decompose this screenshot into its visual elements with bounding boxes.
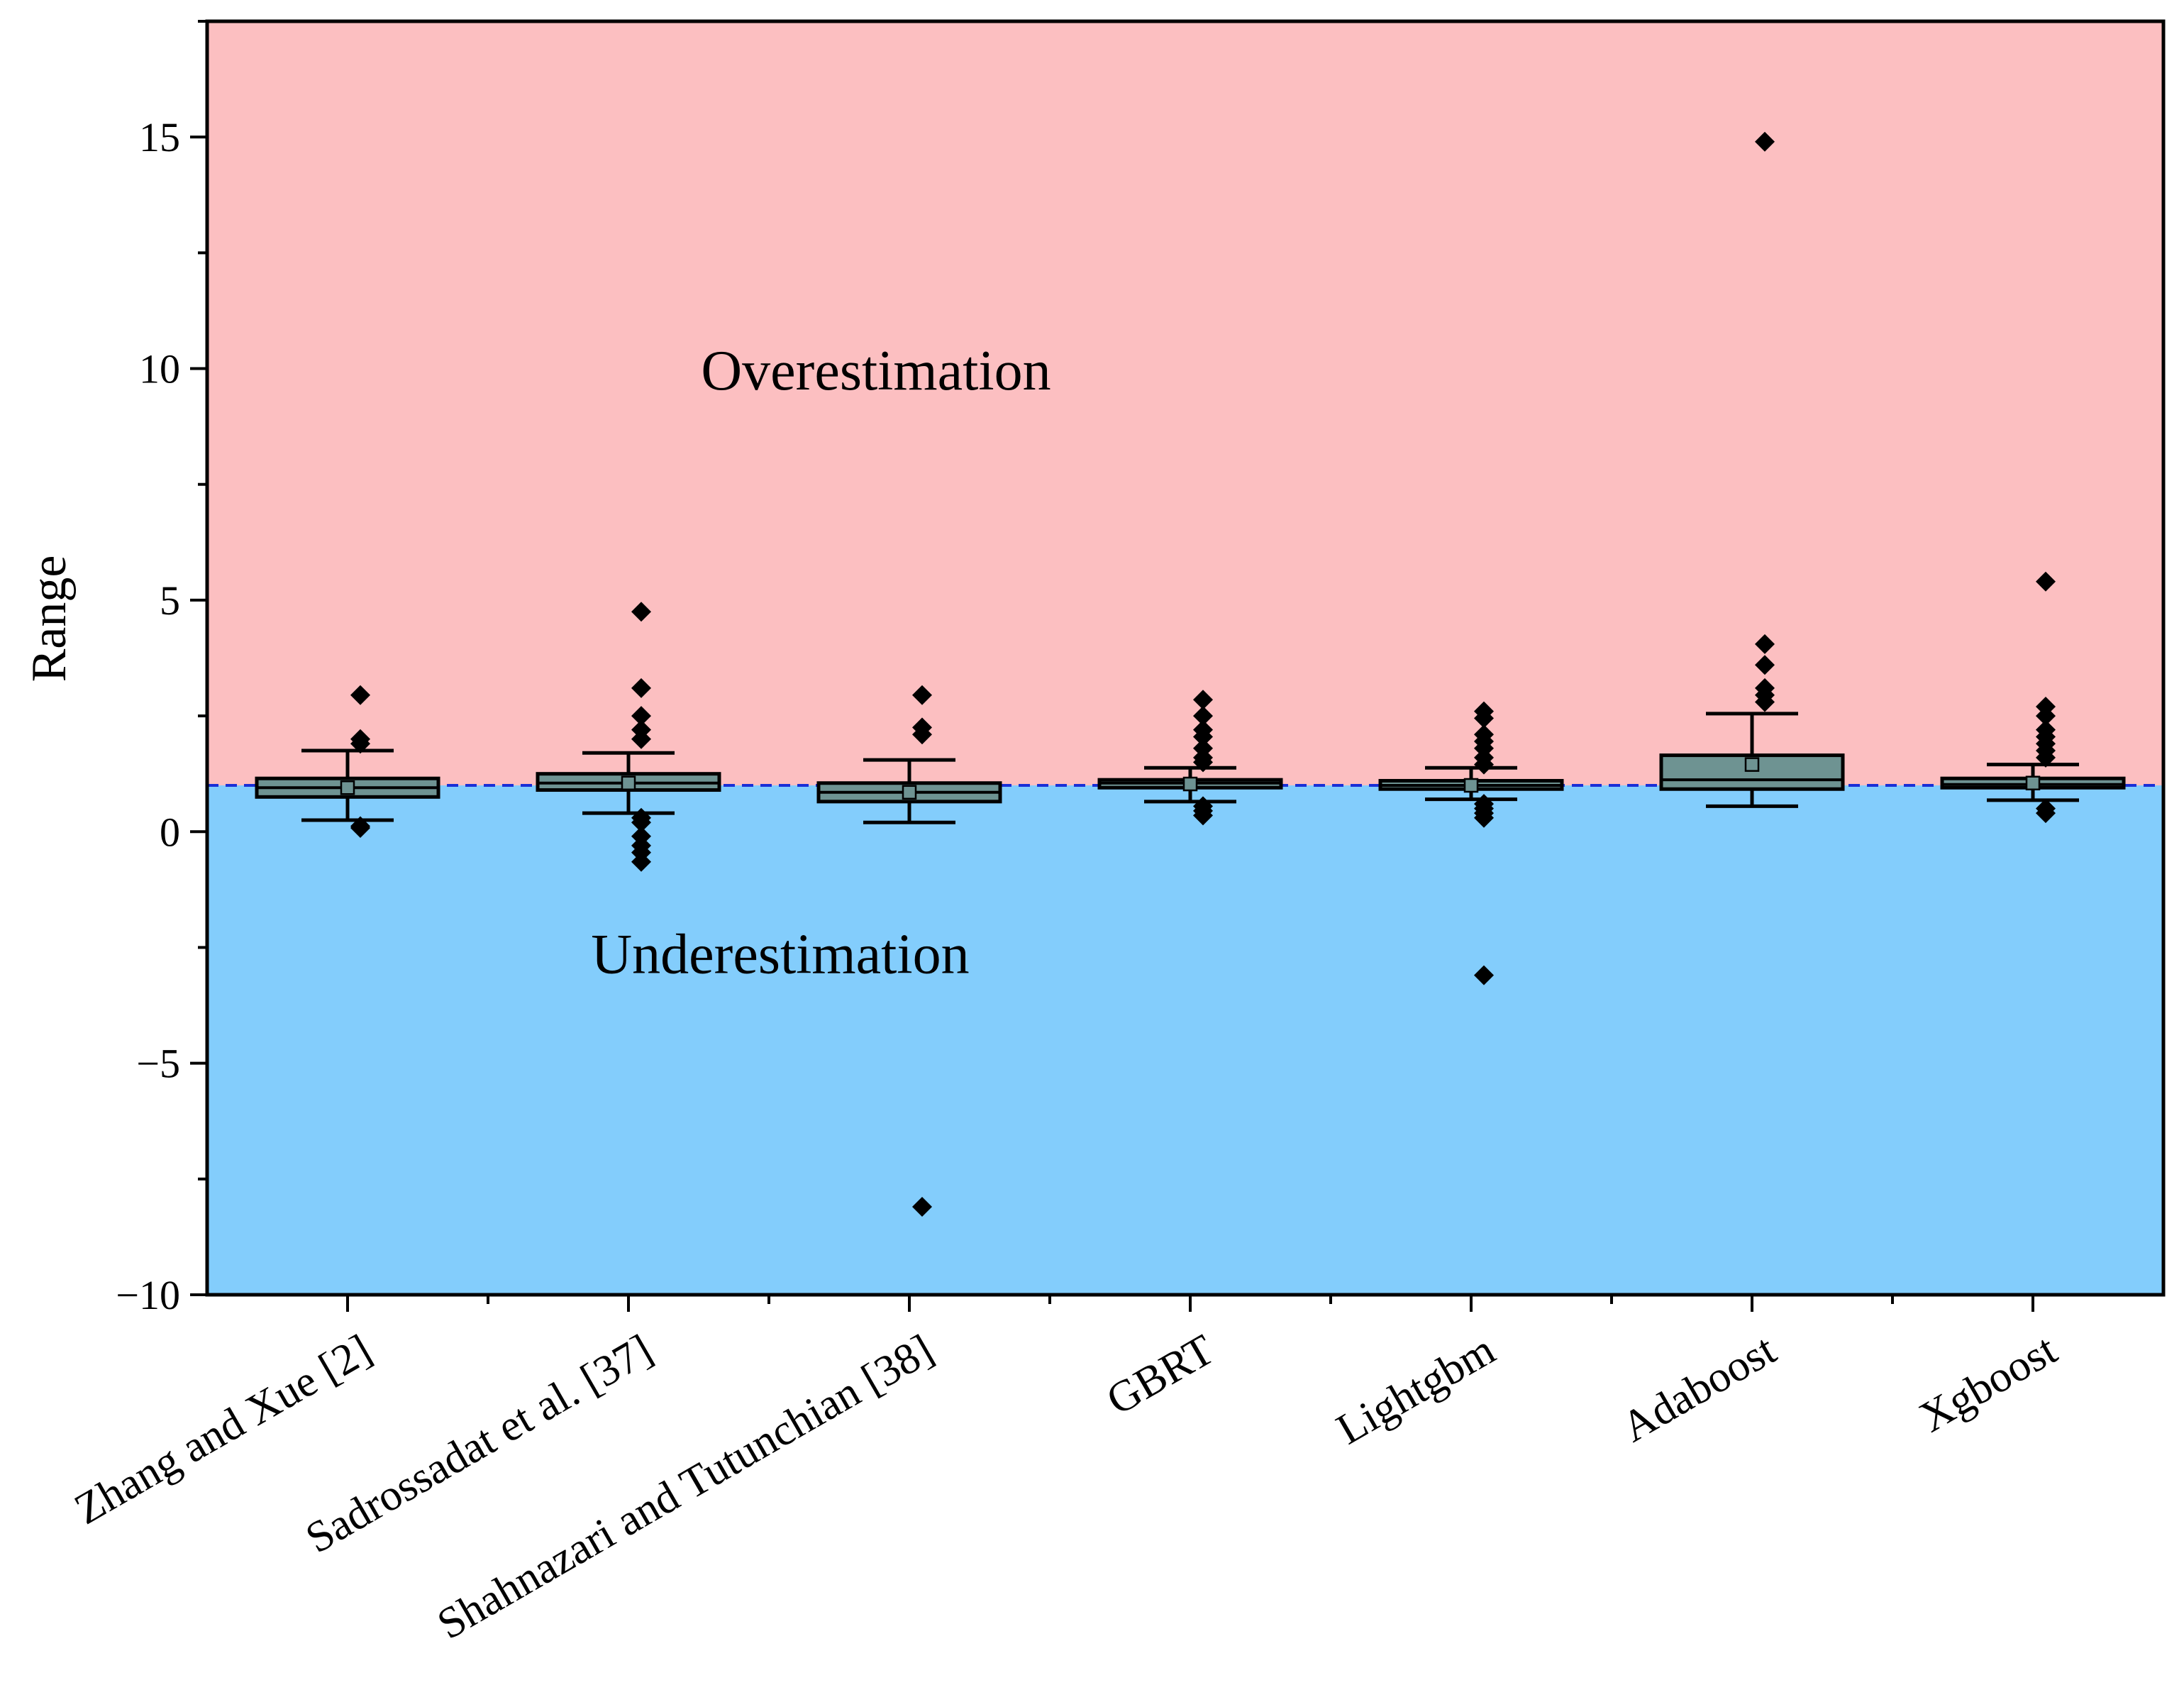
outlier-point xyxy=(1193,805,1213,826)
mean-marker xyxy=(2025,775,2041,790)
outlier-point xyxy=(1474,708,1494,729)
plot-frame xyxy=(205,19,2166,1297)
y-tick-label: −10 xyxy=(116,1272,180,1318)
x-category-label: Adaboost xyxy=(1614,1325,1784,1452)
outlier-point xyxy=(631,851,651,872)
x-category-label: Lightgbm xyxy=(1329,1325,1503,1454)
x-category-label: Shahnazari and Tutunchian [38] xyxy=(430,1325,941,1649)
outlier-point xyxy=(1474,807,1494,828)
outlier-point xyxy=(2036,803,2056,824)
outlier-point xyxy=(1193,690,1213,710)
outlier-point xyxy=(1755,655,1775,675)
box-group-1 xyxy=(255,685,440,839)
axes-layer xyxy=(205,19,2166,1297)
y-tick-label: 0 xyxy=(160,809,180,855)
box-group-4 xyxy=(1097,690,1283,826)
mean-marker xyxy=(1463,778,1479,793)
outlier-point xyxy=(1755,634,1775,654)
outlier-point xyxy=(912,1196,932,1217)
outlier-point xyxy=(631,602,651,622)
y-tick-label: 5 xyxy=(160,578,180,624)
box-group-3 xyxy=(816,685,1002,1217)
x-category-label: Xgboost xyxy=(1912,1325,2065,1442)
outlier-point xyxy=(631,678,651,698)
outlier-point xyxy=(912,685,932,705)
mean-marker xyxy=(340,780,355,795)
outlier-point xyxy=(1474,754,1494,775)
mean-marker xyxy=(621,775,636,790)
mean-marker xyxy=(1182,776,1198,792)
box-group-2 xyxy=(536,602,721,872)
region-labels: Overestimation Underestimation xyxy=(591,340,1051,985)
mean-marker xyxy=(1744,757,1760,772)
box-group-5 xyxy=(1378,701,1564,985)
overestimation-label: Overestimation xyxy=(701,340,1051,402)
box-group-7 xyxy=(1940,571,2126,824)
outlier-point xyxy=(1193,752,1213,773)
outlier-point xyxy=(2036,571,2056,592)
outlier-point xyxy=(350,734,370,754)
mean-marker xyxy=(902,785,917,800)
outlier-point xyxy=(350,818,370,839)
outlier-point xyxy=(1193,726,1213,747)
underestimation-label: Underestimation xyxy=(591,923,969,985)
x-category-label: GBRT xyxy=(1099,1325,1222,1425)
y-tick-label: −5 xyxy=(136,1041,180,1087)
box-group-6 xyxy=(1659,131,1845,808)
outlier-point xyxy=(2036,747,2056,768)
region-under xyxy=(207,785,2163,1295)
outlier-point xyxy=(1193,706,1213,726)
x-ticks-layer: Zhang and Xue [2]Sadrossadat et al. [37]… xyxy=(67,1295,2065,1649)
outlier-point xyxy=(2036,706,2056,726)
y-tick-label: 15 xyxy=(139,114,180,160)
boxes-layer xyxy=(255,131,2126,1217)
y-ticks-layer: −10 −5 0 5 10 15 xyxy=(116,20,207,1318)
regions-layer xyxy=(207,21,2163,1295)
region-over xyxy=(207,21,2163,785)
outlier-point xyxy=(1474,965,1494,985)
outlier-point xyxy=(912,724,932,745)
y-axis-title: Range xyxy=(22,556,77,683)
outlier-point xyxy=(1755,131,1775,152)
outlier-point xyxy=(631,729,651,749)
outlier-point xyxy=(350,685,370,705)
outlier-point xyxy=(1755,692,1775,712)
box xyxy=(1659,753,1845,791)
outlier-point xyxy=(631,812,651,833)
outlier-point xyxy=(631,706,651,726)
y-tick-label: 10 xyxy=(139,346,180,392)
